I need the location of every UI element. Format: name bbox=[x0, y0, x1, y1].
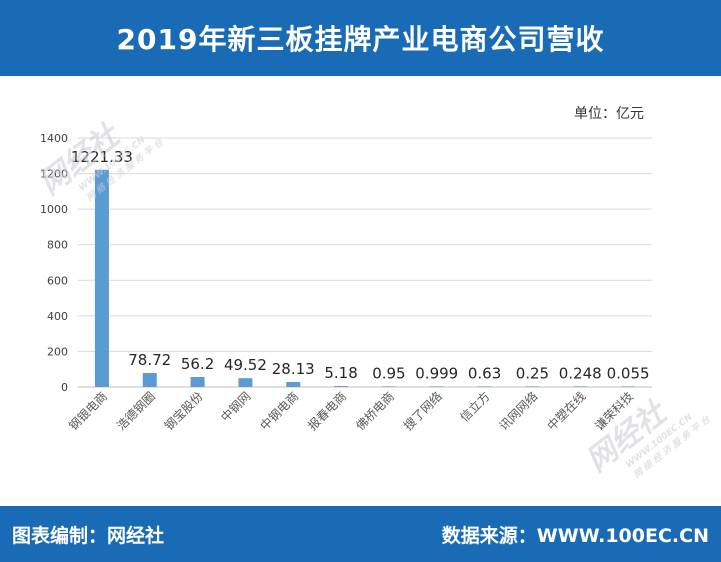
bar bbox=[334, 386, 349, 387]
data-label: 56.2 bbox=[181, 355, 214, 373]
y-tick-label: 200 bbox=[47, 345, 68, 358]
data-label: 5.18 bbox=[324, 364, 357, 382]
footer-banner: 图表编制：网经社 数据来源：WWW.100EC.CN bbox=[0, 506, 721, 562]
x-tick-label: 信立方 bbox=[457, 389, 493, 425]
data-label: 49.52 bbox=[224, 356, 267, 374]
data-label: 0.999 bbox=[415, 364, 458, 382]
bar bbox=[381, 386, 396, 387]
data-label: 1221.33 bbox=[71, 148, 133, 166]
x-tick-label: 佛桥电商 bbox=[352, 389, 397, 434]
x-tick-label: 中钢电商 bbox=[257, 389, 302, 434]
bar bbox=[525, 386, 540, 387]
x-tick-label: 钢宝股份 bbox=[162, 389, 206, 433]
header-banner: 2019年新三板挂牌产业电商公司营收 bbox=[0, 0, 721, 76]
data-label: 28.13 bbox=[272, 360, 315, 378]
bar bbox=[94, 169, 109, 387]
bar bbox=[429, 386, 444, 387]
data-label: 0.055 bbox=[607, 364, 650, 382]
bar bbox=[573, 386, 588, 387]
footer-credit: 图表编制：网经社 bbox=[12, 524, 165, 547]
x-tick-label: 搜了网络 bbox=[400, 389, 445, 434]
y-tick-label: 1400 bbox=[40, 132, 68, 145]
bar bbox=[190, 377, 205, 387]
y-tick-label: 0 bbox=[61, 381, 68, 394]
footer-source: 数据来源：WWW.100EC.CN bbox=[441, 524, 709, 547]
x-tick-label: 浩德钢圈 bbox=[113, 389, 158, 434]
x-tick-label: 讯网网络 bbox=[496, 389, 541, 434]
bar bbox=[286, 381, 301, 387]
bar bbox=[477, 386, 492, 387]
data-label: 0.248 bbox=[559, 364, 602, 382]
x-tick-label: 报春电商 bbox=[305, 389, 350, 434]
y-tick-label: 400 bbox=[47, 310, 68, 323]
data-label: 78.72 bbox=[128, 351, 171, 369]
x-tick-label: 中塑在线 bbox=[544, 389, 589, 434]
unit-label: 单位：亿元 bbox=[574, 106, 644, 122]
y-tick-label: 1000 bbox=[40, 203, 68, 216]
x-tick-label: 中钢网 bbox=[217, 389, 253, 425]
chart-area: 0 200 400 600 800 1000 1200 1400 1221.33 钢银电商 78.7… bbox=[0, 76, 721, 506]
y-tick-label: 600 bbox=[47, 274, 68, 287]
chart-title: 2019年新三板挂牌产业电商公司营收 bbox=[116, 23, 605, 56]
x-tick-label: 钢银电商 bbox=[65, 389, 110, 434]
data-label: 0.63 bbox=[468, 364, 501, 382]
y-tick-label: 1200 bbox=[40, 168, 68, 181]
bar bbox=[238, 378, 253, 387]
bar bbox=[142, 372, 157, 387]
y-tick-label: 800 bbox=[47, 239, 68, 252]
bar bbox=[621, 386, 636, 387]
data-label: 0.25 bbox=[516, 364, 549, 382]
data-label: 0.95 bbox=[372, 364, 405, 382]
